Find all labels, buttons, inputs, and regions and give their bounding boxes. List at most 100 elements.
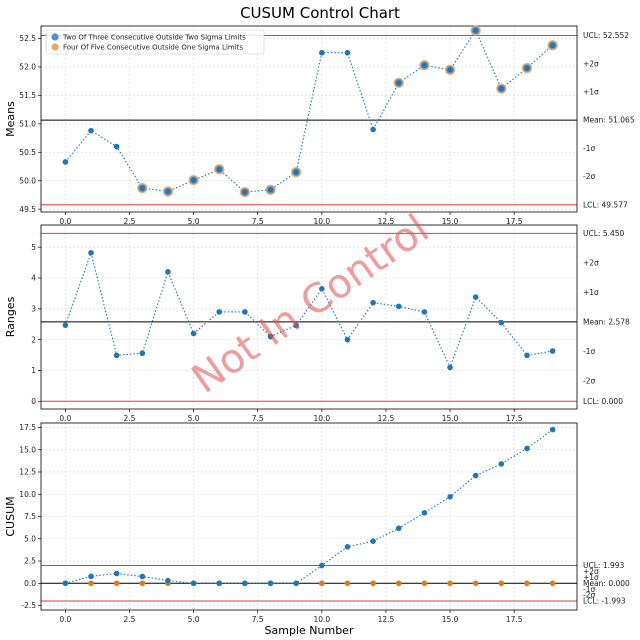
data-point <box>395 303 402 310</box>
data-point <box>216 309 223 315</box>
sigma-label: +2σ <box>583 258 599 267</box>
data-point <box>319 285 325 292</box>
x-tick-label: 17.5 <box>506 414 523 423</box>
data-point <box>293 169 299 175</box>
y-tick-label: 7.5 <box>24 512 36 521</box>
x-tick-label: 5.0 <box>188 615 200 624</box>
plot-frame <box>40 224 578 410</box>
mean-label: Mean: 51.065 <box>583 116 635 125</box>
data-point <box>498 85 505 92</box>
lcl-label: LCL: -1.993 <box>583 597 626 606</box>
zero-series-point <box>549 580 556 587</box>
sigma-label: -1σ <box>583 585 595 594</box>
sigma-label: +2σ <box>583 59 599 68</box>
y-tick-label: 10.0 <box>19 490 36 499</box>
y-tick-label: 50.5 <box>19 148 36 157</box>
ucl-label: UCL: 1.993 <box>583 561 625 570</box>
sigma-label: -2σ <box>583 172 595 181</box>
y-tick-label: 15.0 <box>19 445 36 454</box>
data-point <box>165 577 171 584</box>
data-point <box>242 309 248 315</box>
x-axis-label: Sample Number <box>265 624 354 637</box>
data-point <box>88 573 94 580</box>
data-point <box>549 42 556 49</box>
sigma-label: +1σ <box>583 288 599 297</box>
mean-label: Mean: 2.578 <box>583 317 630 326</box>
data-point <box>190 177 197 183</box>
data-point <box>319 562 325 569</box>
x-tick-label: 5.0 <box>188 414 200 423</box>
data-point <box>447 364 453 371</box>
data-point <box>524 65 530 71</box>
x-tick-label: 7.5 <box>252 414 264 423</box>
data-point <box>113 143 120 150</box>
x-tick-label: 15.0 <box>442 414 459 423</box>
plot-frame <box>40 25 578 213</box>
zero-series-point <box>319 580 325 587</box>
sigma-label: -1σ <box>583 144 595 153</box>
data-point <box>344 336 351 343</box>
ucl-label: UCL: 52.552 <box>583 31 629 40</box>
x-tick-label: 2.5 <box>124 217 136 226</box>
series-line <box>64 29 554 193</box>
x-tick-label: 0.0 <box>59 217 71 226</box>
data-point <box>524 445 530 452</box>
x-tick-label: 10.0 <box>313 615 330 624</box>
data-point <box>472 472 479 479</box>
x-tick-label: 2.5 <box>124 414 136 423</box>
means-panel: 0.0 2.5 5.0 7.5 10.0 12.5 15.0 17.5 49.5 50.0 50.5… <box>4 25 635 226</box>
data-point <box>319 49 325 56</box>
x-tick-label: 15.0 <box>442 217 459 226</box>
zero-series-point <box>113 580 120 587</box>
y-tick-label: 52.0 <box>19 63 36 72</box>
x-tick-label: 7.5 <box>252 217 264 226</box>
data-point <box>370 126 376 133</box>
data-point <box>190 580 197 587</box>
data-point <box>242 189 248 195</box>
data-point <box>88 249 94 256</box>
x-tick-label: 5.0 <box>188 217 200 226</box>
y-tick-label: 0.0 <box>24 579 36 588</box>
data-point <box>549 348 556 354</box>
y-tick-label: 0 <box>31 397 36 406</box>
y-axis-label: Means <box>4 101 17 137</box>
zero-series-point <box>88 580 94 587</box>
sigma-label: +1σ <box>583 573 599 582</box>
y-tick-label: 12.5 <box>19 468 36 477</box>
data-point <box>216 580 223 587</box>
data-point <box>267 187 274 193</box>
series-line <box>65 429 553 584</box>
data-point <box>549 426 556 433</box>
y-tick-label: 3 <box>31 304 36 313</box>
sigma-label: +1σ <box>583 88 599 97</box>
data-point <box>190 330 197 337</box>
lcl-label: LCL: 49.577 <box>583 200 628 209</box>
data-point <box>293 580 299 587</box>
y-tick-label: 1 <box>31 366 36 375</box>
legend-box <box>45 29 265 55</box>
x-tick-label: 17.5 <box>506 615 523 624</box>
data-point <box>165 269 171 275</box>
legend-label: Two Of Three Consecutive Outside Two Sig… <box>62 34 246 42</box>
y-tick-label: 51.0 <box>19 119 36 128</box>
x-tick-label: 12.5 <box>378 414 395 423</box>
cusum-panel: 0.0 2.5 5.0 7.5 10.0 12.5 15.0 17.5 -2.5 0.0 2.5 5.… <box>4 422 630 624</box>
x-tick-label: 7.5 <box>252 615 264 624</box>
x-tick-label: 12.5 <box>378 615 395 624</box>
data-point <box>472 294 479 300</box>
data-point <box>447 494 453 500</box>
data-point <box>421 309 428 315</box>
data-point <box>498 461 505 467</box>
zero-series-point <box>498 580 505 587</box>
data-point <box>498 319 505 326</box>
legend-label: Four Of Five Consecutive Outside One Sig… <box>63 44 243 52</box>
data-point <box>344 543 351 550</box>
data-point <box>267 333 274 340</box>
data-point <box>447 66 453 73</box>
zero-series-point <box>370 580 376 587</box>
x-tick-label: 2.5 <box>124 615 136 624</box>
legend-marker <box>51 43 59 51</box>
mean-label: Mean: 0.000 <box>583 579 630 588</box>
x-tick-label: 15.0 <box>442 615 459 624</box>
